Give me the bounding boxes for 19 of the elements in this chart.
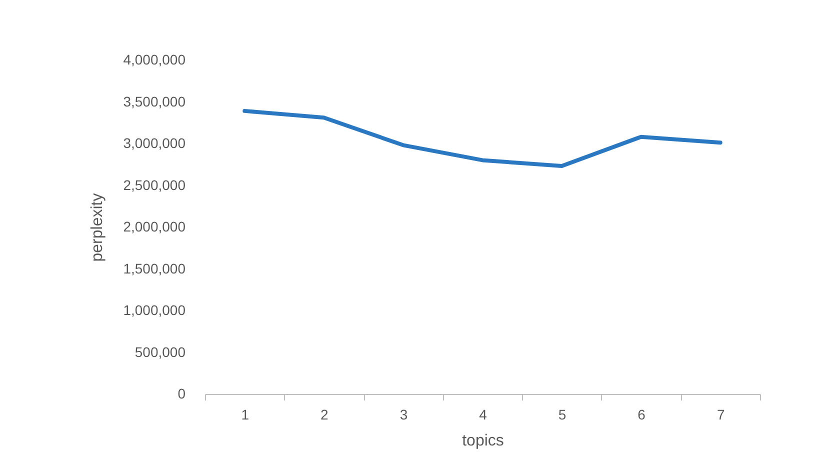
x-axis-title: topics: [462, 432, 504, 450]
line-series: [242, 108, 722, 168]
x-tick-label: 1: [241, 406, 250, 422]
y-tick-label: 3,500,000: [123, 93, 186, 110]
y-tick-label: 2,000,000: [123, 218, 186, 234]
y-axis-title: perplexity: [89, 193, 106, 262]
x-tick-label: 7: [716, 406, 725, 422]
x-tick-label: 2: [320, 406, 329, 422]
y-tick-label: 0: [178, 386, 186, 402]
y-tick-label: 1,000,000: [123, 302, 186, 318]
y-tick-label: 1,500,000: [123, 260, 186, 276]
x-tick-label: 5: [558, 406, 566, 422]
y-tick-label: 500,000: [134, 344, 186, 360]
y-tick-label: 3,000,000: [123, 135, 186, 151]
x-tick-label: 6: [638, 406, 646, 422]
x-tick-label: 3: [400, 406, 408, 422]
y-tick-label: 4,000,000: [123, 52, 186, 68]
x-tick-label: 4: [479, 406, 488, 422]
y-tick-label: 2,500,000: [123, 176, 186, 193]
